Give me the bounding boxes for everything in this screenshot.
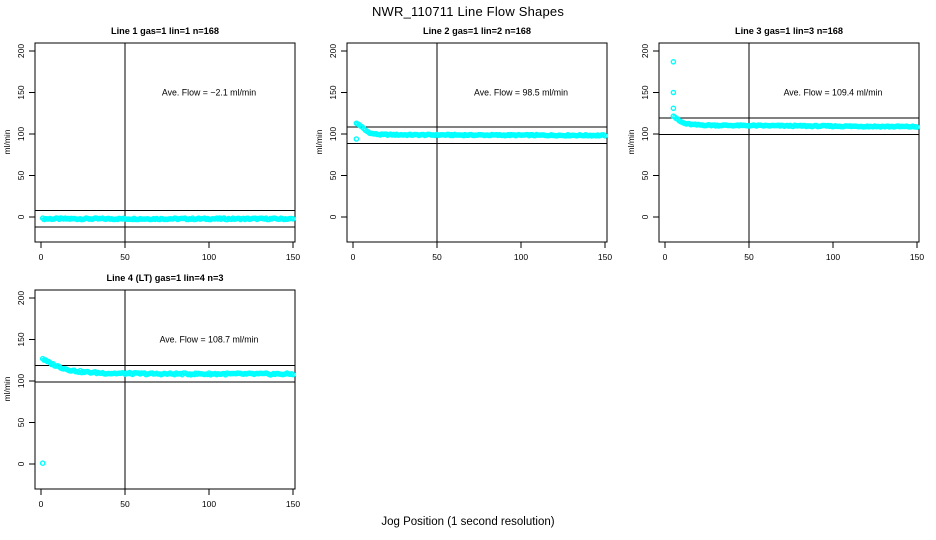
y-tick-label: 150 (16, 332, 26, 346)
y-axis-label: ml/min (2, 129, 12, 154)
subplot-line-2: 0 50 100 150 200 0 50 100 150 ml/min Line 2 gas=1 … (312, 20, 624, 267)
plot-frame (34, 289, 296, 490)
plot-frame (658, 42, 920, 243)
outlier-point (670, 89, 677, 96)
x-tick-label: 50 (432, 252, 442, 262)
page-title: NWR_110711 Line Flow Shapes (371, 4, 565, 19)
x-tick-label: 50 (744, 252, 754, 262)
data-point (602, 133, 608, 139)
y-tick-label: 100 (328, 127, 338, 141)
y-tick-label: 0 (16, 461, 26, 466)
subplot-title: Line 3 gas=1 lin=3 n=168 (735, 26, 843, 36)
x-tick-label: 0 (351, 252, 356, 262)
plot-frame (34, 42, 296, 243)
plot-frame (346, 42, 608, 243)
x-tick-label: 100 (202, 252, 216, 262)
y-tick-label: 0 (328, 214, 338, 219)
data-point (290, 371, 296, 378)
x-tick-label: 0 (39, 252, 44, 262)
x-tick-label: 150 (286, 499, 300, 509)
y-tick-label: 200 (640, 44, 650, 58)
x-tick-label: 0 (663, 252, 668, 262)
data-points (39, 355, 296, 466)
subplot-line-3: 0 50 100 150 200 0 50 100 150 ml/min Line 3 gas=1 … (624, 20, 936, 267)
ave-flow-annotation: Ave. Flow = −2.1 ml/min (162, 88, 256, 98)
y-tick-label: 150 (328, 85, 338, 99)
y-tick-label: 50 (16, 171, 26, 181)
x-tick-label: 100 (514, 252, 528, 262)
subplot-line-2-canvas: 0 50 100 150 200 0 50 100 150 ml/min Line 2 gas=1 … (314, 26, 612, 262)
y-tick-label: 0 (640, 214, 650, 219)
y-tick-label: 150 (16, 85, 26, 99)
x-tick-label: 50 (120, 499, 130, 509)
outlier-point (670, 105, 677, 112)
y-axis-label: ml/min (2, 376, 12, 401)
outlier-point (353, 136, 360, 142)
x-tick-label: 150 (910, 252, 924, 262)
x-tick-label: 100 (202, 499, 216, 509)
y-tick-label: 100 (16, 374, 26, 388)
y-tick-label: 200 (328, 44, 338, 58)
y-tick-label: 200 (16, 44, 26, 58)
data-points (353, 120, 608, 142)
y-tick-label: 100 (640, 127, 650, 141)
y-tick-label: 150 (640, 85, 650, 99)
outlier-point (670, 59, 677, 65)
subplot-title: Line 2 gas=1 lin=2 n=168 (423, 26, 531, 36)
ave-flow-annotation: Ave. Flow = 109.4 ml/min (784, 88, 883, 98)
subplot-line-3-canvas: 0 50 100 150 200 0 50 100 150 ml/min Line 3 gas=1 … (626, 26, 924, 262)
y-tick-label: 50 (328, 171, 338, 181)
y-axis-label: ml/min (314, 129, 324, 154)
x-tick-label: 50 (120, 252, 130, 262)
subplot-line-4: 0 50 100 150 200 0 50 100 150 ml/min Line 4 (LT) g… (0, 267, 312, 514)
x-tick-label: 150 (286, 252, 300, 262)
data-points (39, 215, 296, 223)
y-tick-label: 100 (16, 127, 26, 141)
subplot-line-4-canvas: 0 50 100 150 200 0 50 100 150 ml/min Line 4 (LT) g… (2, 273, 300, 509)
outlier-point (39, 460, 46, 466)
subplot-title: Line 1 gas=1 lin=1 n=168 (111, 26, 219, 36)
x-tick-label: 100 (826, 252, 840, 262)
subplot-title: Line 4 (LT) gas=1 lin=4 n=3 (106, 273, 223, 283)
subplot-line-1: 0 50 100 150 200 0 50 100 150 ml/min Line 1 gas=1 … (0, 20, 312, 267)
y-tick-label: 200 (16, 291, 26, 305)
x-tick-label: 150 (598, 252, 612, 262)
y-tick-label: 50 (640, 171, 650, 181)
data-points (670, 59, 920, 130)
x-axis-title: Jog Position (1 second resolution) (381, 516, 555, 528)
y-axis-label: ml/min (626, 129, 636, 154)
y-tick-label: 0 (16, 214, 26, 219)
ave-flow-annotation: Ave. Flow = 98.5 ml/min (474, 88, 568, 98)
ave-flow-annotation: Ave. Flow = 108.7 ml/min (160, 335, 259, 345)
subplot-line-1-canvas: 0 50 100 150 200 0 50 100 150 ml/min Line 1 gas=1 … (2, 26, 300, 262)
y-tick-label: 50 (16, 418, 26, 428)
x-tick-label: 0 (39, 499, 44, 509)
data-point (914, 124, 920, 130)
data-point (290, 215, 296, 222)
